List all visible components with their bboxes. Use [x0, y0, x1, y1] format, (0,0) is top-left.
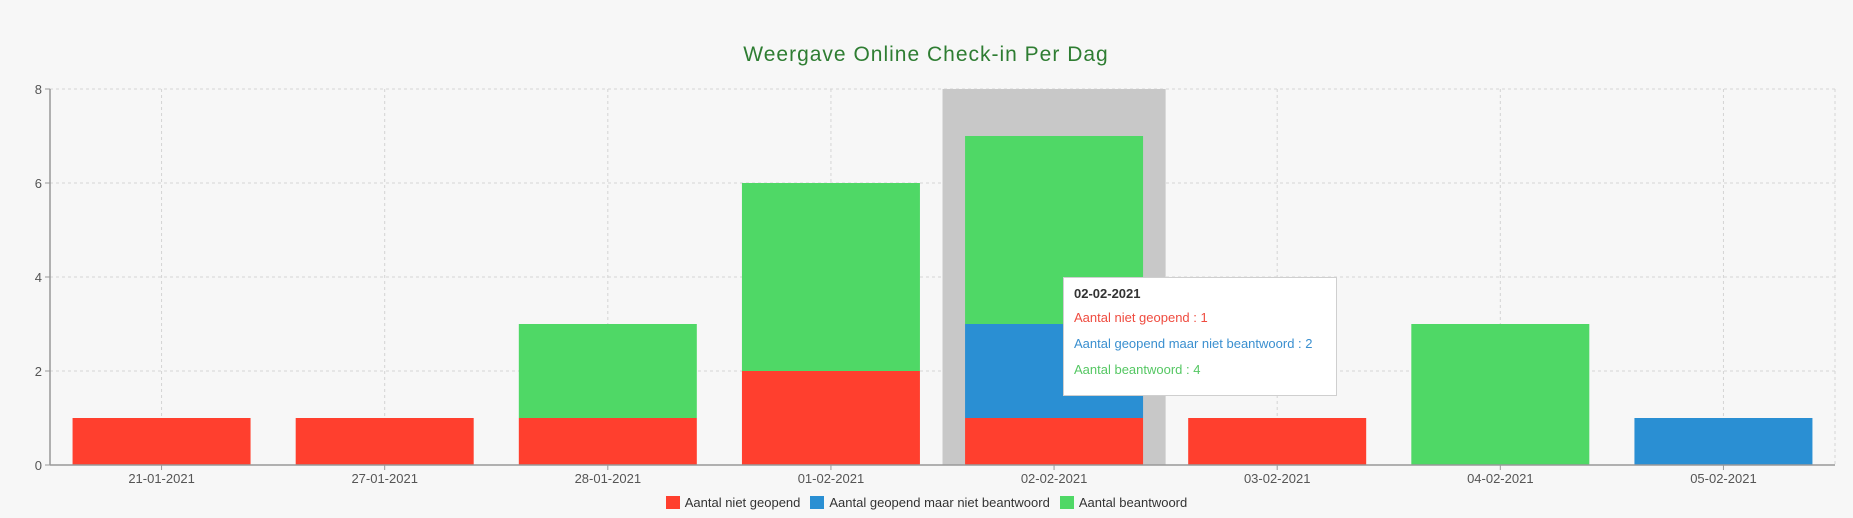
y-tick-labels: 0 2 4 6 8 — [35, 82, 50, 473]
legend-swatch-geopend-niet-beantwoord — [810, 495, 825, 509]
x-tick-label: 01-02-2021 — [798, 471, 865, 486]
legend-swatch-beantwoord — [1059, 495, 1074, 509]
bar-segment-1 — [295, 418, 474, 465]
bar-segment-1 — [741, 371, 920, 465]
legend-label-niet-geopend: Aantal niet geopend — [684, 494, 801, 510]
x-tick-label: 03-02-2021 — [1244, 471, 1311, 486]
legend-item-niet-geopend[interactable]: Aantal niet geopend — [665, 494, 801, 510]
bar-segment-1 — [965, 418, 1144, 465]
legend-item-geopend-niet-beantwoord[interactable]: Aantal geopend maar niet beantwoord — [810, 494, 1050, 510]
tooltip-title: 02-02-2021 — [1074, 286, 1141, 301]
x-tick-label: 05-02-2021 — [1690, 471, 1757, 486]
tooltip-row-niet-geopend: Aantal niet geopend : 1 — [1074, 310, 1208, 325]
bar-segment-2 — [1634, 418, 1813, 465]
legend-label-beantwoord: Aantal beantwoord — [1078, 494, 1188, 510]
tooltip-row-geopend-niet-beantwoord: Aantal geopend maar niet beantwoord : 2 — [1074, 336, 1313, 351]
tooltip-row-beantwoord: Aantal beantwoord : 4 — [1074, 362, 1201, 377]
legend-item-beantwoord[interactable]: Aantal beantwoord — [1059, 494, 1188, 510]
y-tick-label: 0 — [35, 458, 42, 473]
x-tick-label: 04-02-2021 — [1467, 471, 1534, 486]
x-tick-label: 27-01-2021 — [351, 471, 418, 486]
x-tick-label: 28-01-2021 — [575, 471, 642, 486]
y-tick-label: 4 — [35, 270, 42, 285]
tooltip: 02-02-2021 Aantal niet geopend : 1 Aanta… — [1063, 277, 1337, 396]
chart-title: Weergave Online Check-in Per Dag — [743, 43, 1108, 66]
x-tick-label: 02-02-2021 — [1021, 471, 1088, 486]
x-tick-labels: 21-01-2021 27-01-2021 28-01-2021 01-02-2021… — [128, 465, 1757, 486]
y-tick-label: 2 — [35, 364, 42, 379]
bar-segment-3 — [1411, 324, 1590, 465]
bar-segment-1 — [72, 418, 251, 465]
legend-swatch-niet-geopend — [665, 495, 680, 509]
bar-segment-3 — [741, 183, 920, 371]
bar-segment-1 — [518, 418, 697, 465]
legend: Aantal niet geopend Aantal geopend maar … — [0, 493, 1853, 511]
y-tick-label: 8 — [35, 82, 42, 97]
legend-label-geopend-niet-beantwoord: Aantal geopend maar niet beantwoord — [829, 494, 1050, 510]
y-tick-label: 6 — [35, 176, 42, 191]
bar-segment-1 — [1188, 418, 1367, 465]
x-tick-label: 21-01-2021 — [128, 471, 195, 486]
bar-segment-3 — [518, 324, 697, 418]
